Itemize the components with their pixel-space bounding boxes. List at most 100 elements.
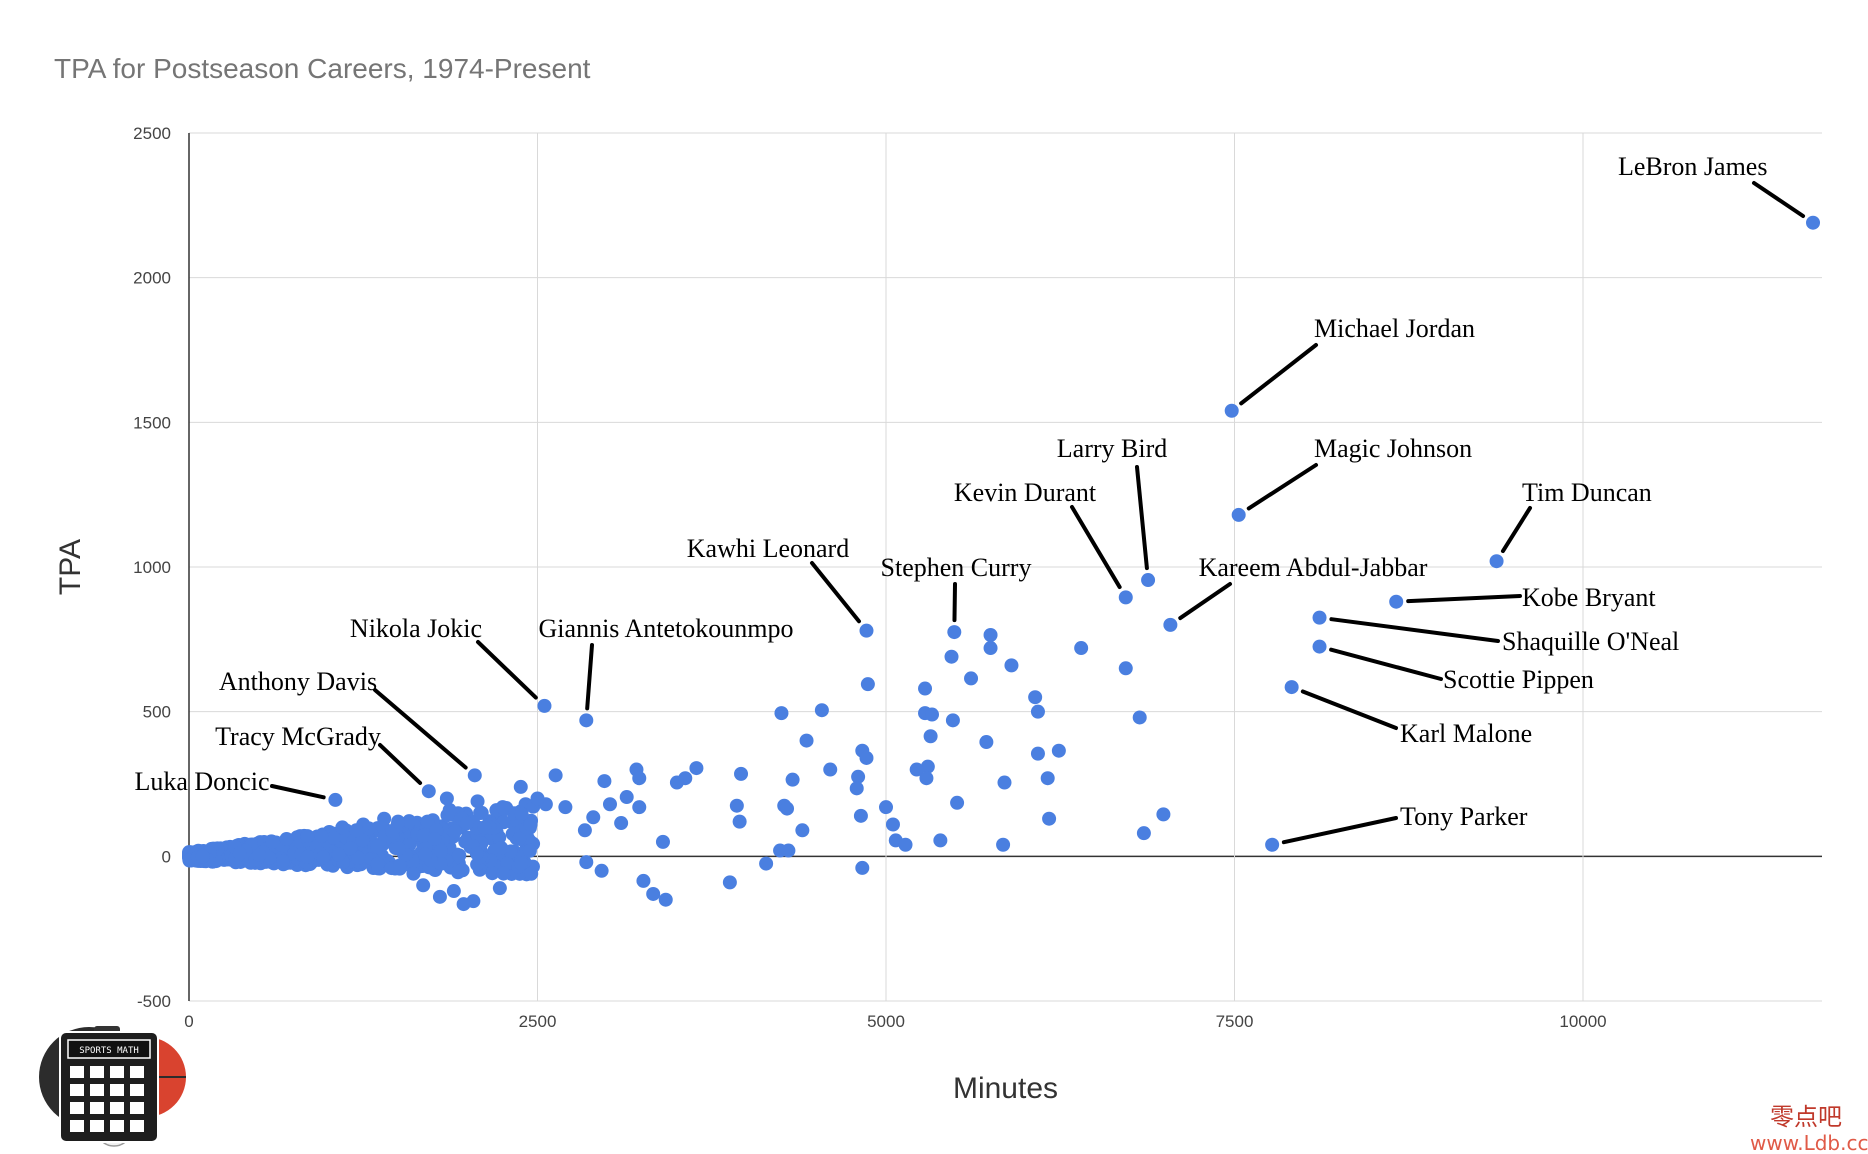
leader-line (1752, 181, 1806, 218)
point-label: Kobe Bryant (1522, 583, 1656, 612)
data-point (1051, 743, 1066, 758)
leader-line (952, 582, 957, 623)
point-label: Scottie Pippen (1443, 665, 1594, 694)
cluster-point (485, 866, 500, 881)
data-point (823, 762, 838, 777)
data-point (377, 811, 392, 826)
logo-text: SPORTS MATH (79, 1046, 139, 1056)
data-point (619, 790, 634, 805)
calculator-icon (59, 1031, 159, 1143)
data-point (495, 800, 510, 815)
data-point (734, 766, 749, 781)
cluster-point (514, 806, 529, 821)
data-point (474, 805, 489, 820)
calculator-key (130, 1084, 144, 1096)
point-label: Shaquille O'Neal (1502, 627, 1679, 656)
labeled-point (1231, 507, 1246, 522)
data-point (945, 713, 960, 728)
data-point (944, 649, 959, 664)
point-label: Michael Jordan (1314, 314, 1475, 343)
data-point (602, 797, 617, 812)
data-point (983, 627, 998, 642)
data-point (849, 781, 864, 796)
data-point (859, 750, 874, 765)
cluster-point (402, 814, 417, 829)
sports-math-logo: SPORTS MATH (39, 1026, 186, 1147)
data-point (780, 801, 795, 816)
labeled-point (1284, 680, 1299, 695)
data-point (579, 855, 594, 870)
data-point (1042, 811, 1057, 826)
point-label: Tim Duncan (1522, 478, 1652, 507)
data-point (909, 762, 924, 777)
leader-line (1070, 505, 1122, 590)
data-point (300, 829, 315, 844)
cluster-point (316, 850, 331, 865)
data-point (427, 831, 442, 846)
leader-line (1135, 465, 1149, 571)
data-point (1074, 641, 1089, 656)
labeled-point (1224, 403, 1239, 418)
data-point (920, 759, 935, 774)
x-axis-title: Minutes (953, 1072, 1058, 1105)
data-point (1156, 807, 1171, 822)
data-point (860, 677, 875, 692)
y-tick-label: 2500 (133, 124, 171, 143)
calculator-key (70, 1120, 84, 1132)
data-point (439, 791, 454, 806)
data-point (456, 897, 471, 912)
cluster-point (326, 830, 341, 845)
leader-line (1300, 689, 1398, 730)
labeled-point (1389, 594, 1404, 609)
data-point (1136, 826, 1151, 841)
y-axis-title: TPA (54, 539, 87, 595)
data-point (632, 771, 647, 786)
data-point (636, 873, 651, 888)
cluster-point (452, 848, 467, 863)
cluster-point (522, 843, 537, 858)
data-point (1028, 690, 1043, 705)
cluster-point (420, 814, 435, 829)
leader-line (373, 688, 468, 770)
data-point (983, 641, 998, 656)
data-point (1004, 658, 1019, 673)
x-tick-label: 0 (184, 1012, 193, 1031)
data-point (885, 817, 900, 832)
cluster-point (433, 843, 448, 858)
data-point (632, 800, 647, 815)
labeled-point (579, 713, 594, 728)
data-point (548, 768, 563, 783)
point-label: Larry Bird (1057, 434, 1167, 463)
point-label: LeBron James (1618, 152, 1767, 181)
cluster-point (392, 858, 407, 873)
data-point (799, 733, 814, 748)
data-point (446, 884, 461, 899)
labeled-point (421, 784, 436, 799)
leader-line (810, 561, 861, 624)
point-label: Kareem Abdul-Jabbar (1199, 553, 1428, 582)
labeled-point (1118, 590, 1133, 605)
data-point (451, 865, 466, 880)
point-label: Kawhi Leonard (687, 534, 849, 563)
point-label: Tracy McGrady (215, 722, 381, 751)
calculator-key (90, 1066, 104, 1078)
leader-line (476, 640, 538, 700)
calculator-key (90, 1102, 104, 1114)
labeled-point (467, 768, 482, 783)
cluster-point (469, 846, 484, 861)
data-point (512, 831, 527, 846)
cluster-point (276, 854, 291, 869)
data-point (732, 814, 747, 829)
cluster-point (494, 840, 509, 855)
leader-line (1500, 506, 1532, 554)
x-tick-label: 5000 (867, 1012, 905, 1031)
cluster-point (232, 846, 247, 861)
calculator-key (90, 1084, 104, 1096)
calculator-key (90, 1120, 104, 1132)
cluster-point (331, 847, 346, 862)
data-point (577, 823, 592, 838)
data-point (964, 671, 979, 686)
data-point (586, 810, 601, 825)
leader-line (1406, 594, 1522, 604)
